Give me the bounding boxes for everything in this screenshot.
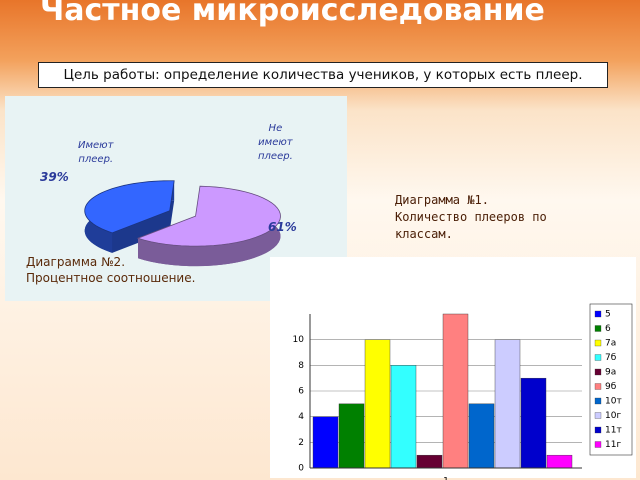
bar-title: Диаграмма №1. Количество плееров по клас… <box>395 193 547 241</box>
legend-label: 10т <box>605 397 622 407</box>
bar <box>364 339 391 469</box>
legend-swatch <box>594 441 602 448</box>
pie-value-label: 61% <box>268 220 297 234</box>
legend-label: 9б <box>605 382 617 392</box>
pie-label: Не имеют плеер. <box>258 123 293 162</box>
bar <box>520 377 547 469</box>
bar <box>468 403 495 469</box>
goal-box: Цель работы: определение количества учен… <box>38 62 608 88</box>
pie-slice <box>136 185 281 247</box>
legend-swatch <box>594 310 602 318</box>
pie-title: Диаграмма №2. Процентное соотношение. <box>26 255 196 285</box>
bar <box>494 339 521 469</box>
legend-label: 9а <box>605 368 616 378</box>
legend-label: 6 <box>605 324 611 334</box>
legend-swatch <box>594 397 602 405</box>
bar <box>390 365 417 469</box>
bar <box>338 403 365 469</box>
y-tick-label: 6 <box>298 387 304 397</box>
legend-label: 11г <box>605 440 621 450</box>
y-tick-label: 10 <box>293 335 305 345</box>
legend-swatch <box>594 383 602 390</box>
bar <box>416 454 443 469</box>
legend-label: 7а <box>605 339 616 349</box>
y-tick-label: 2 <box>298 438 304 448</box>
y-tick-label: 4 <box>298 412 304 422</box>
legend-swatch <box>594 368 602 376</box>
legend-swatch <box>594 339 602 347</box>
legend-swatch <box>594 354 602 361</box>
legend-swatch <box>594 325 602 332</box>
legend-label: 10г <box>605 411 621 421</box>
legend-swatch <box>594 426 602 434</box>
legend-swatch <box>594 412 602 419</box>
pie-chart <box>84 180 281 267</box>
legend-label: 7б <box>605 353 617 363</box>
bar <box>312 416 339 469</box>
bar <box>442 313 469 469</box>
bar <box>546 454 573 469</box>
x-tick-label: 1 <box>443 477 449 480</box>
bar-panel: 0 2 4 6 8 10 1 5 6 7а 7б 9а 9б 10т 10г 11т 11г <box>270 257 636 480</box>
y-tick-label: 0 <box>298 464 304 474</box>
legend-label: 5 <box>605 310 611 320</box>
pie-slice <box>84 180 175 234</box>
pie-value-label: 39% <box>40 170 69 184</box>
bar-chart: 0 2 4 6 8 10 1 5 6 7а 7б 9а 9б 10т 10г 11т 11г <box>293 303 633 480</box>
slide-title: Частное микроисследование <box>40 0 545 28</box>
legend-label: 11т <box>605 426 622 436</box>
pie-panel <box>5 96 347 301</box>
pie-label: Имеют плеер. <box>78 140 114 165</box>
y-tick-label: 8 <box>298 361 304 371</box>
